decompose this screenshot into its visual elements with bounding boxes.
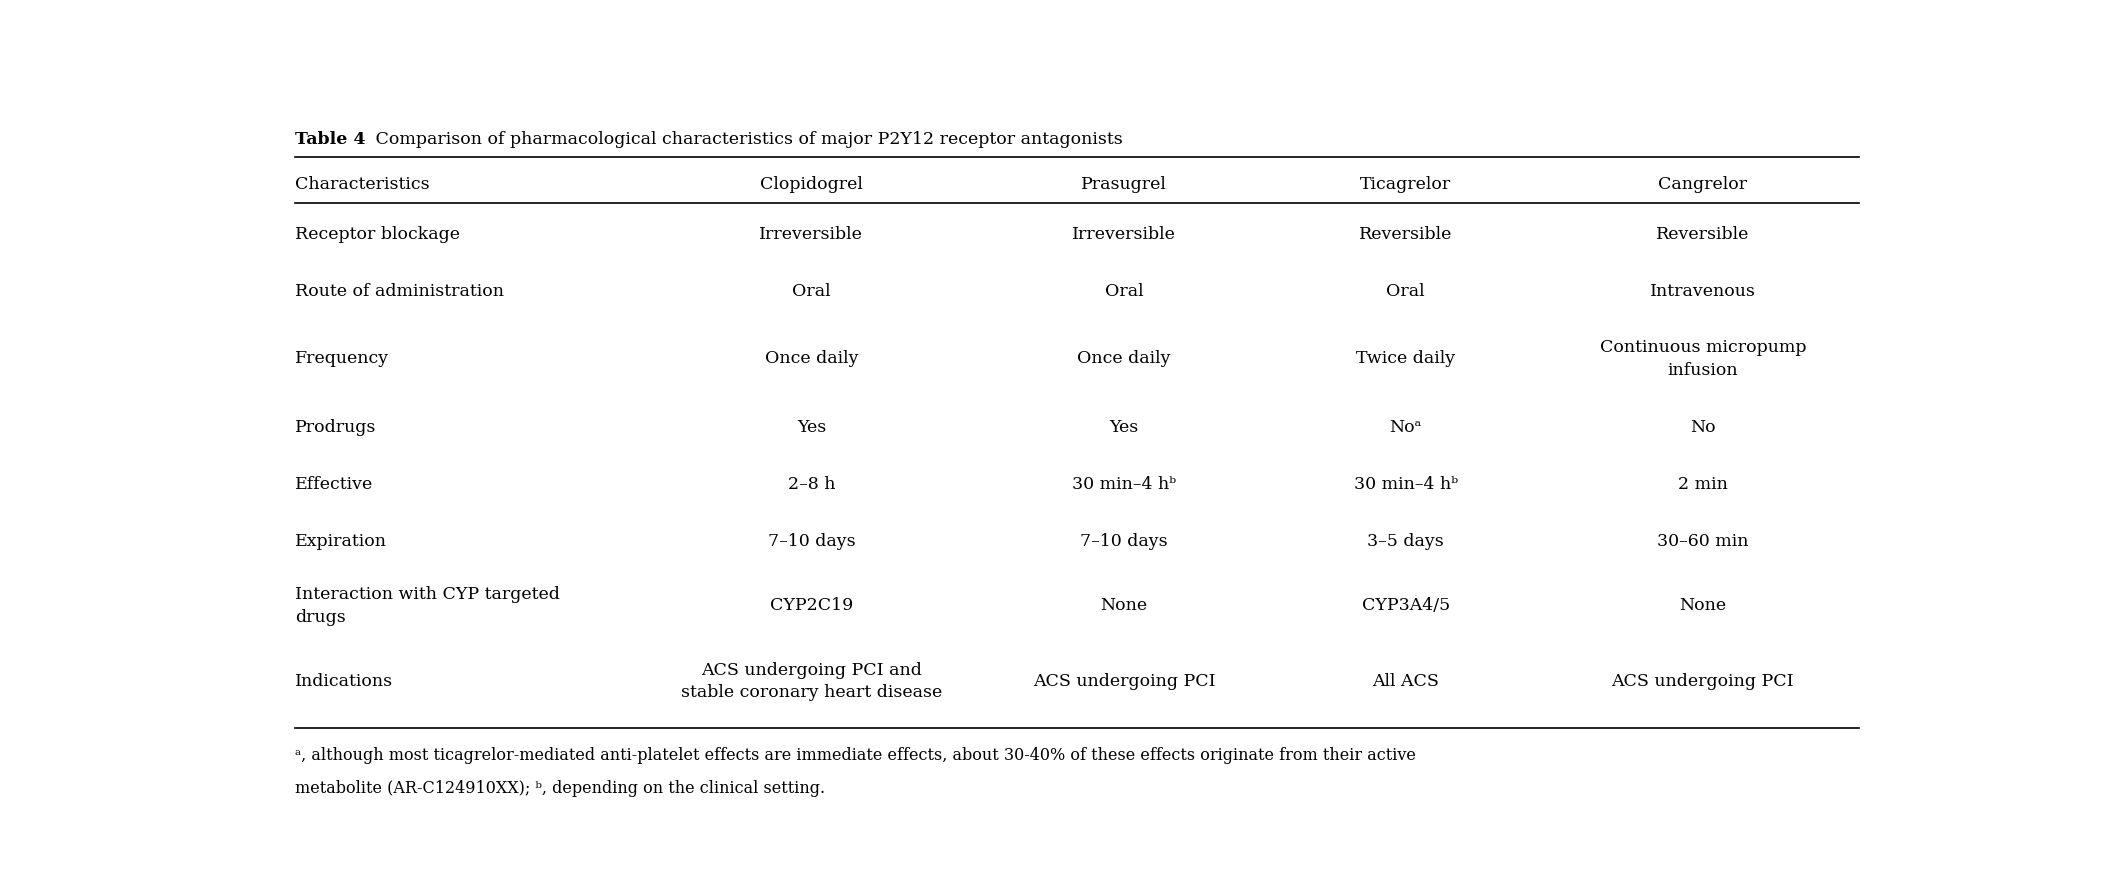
- Text: metabolite (AR-C124910XX); ᵇ, depending on the clinical setting.: metabolite (AR-C124910XX); ᵇ, depending …: [294, 780, 826, 797]
- Text: Route of administration: Route of administration: [294, 283, 504, 300]
- Text: Characteristics: Characteristics: [294, 176, 431, 193]
- Text: Irreversible: Irreversible: [1072, 226, 1177, 243]
- Text: ACS undergoing PCI: ACS undergoing PCI: [1612, 673, 1795, 690]
- Text: Oral: Oral: [1106, 283, 1143, 300]
- Text: None: None: [1679, 597, 1726, 614]
- Text: Twice daily: Twice daily: [1356, 350, 1455, 367]
- Text: 7–10 days: 7–10 days: [767, 533, 856, 550]
- Text: Indications: Indications: [294, 673, 393, 690]
- Text: 7–10 days: 7–10 days: [1080, 533, 1169, 550]
- Text: Cangrelor: Cangrelor: [1658, 176, 1747, 193]
- Text: 30 min–4 hᵇ: 30 min–4 hᵇ: [1072, 476, 1177, 493]
- Text: No: No: [1690, 419, 1715, 436]
- Text: Frequency: Frequency: [294, 350, 389, 367]
- Text: Prasugrel: Prasugrel: [1080, 176, 1167, 193]
- Text: Interaction with CYP targeted
drugs: Interaction with CYP targeted drugs: [294, 587, 561, 626]
- Text: Once daily: Once daily: [765, 350, 858, 367]
- Text: ACS undergoing PCI and
stable coronary heart disease: ACS undergoing PCI and stable coronary h…: [681, 662, 942, 701]
- Text: 30 min–4 hᵇ: 30 min–4 hᵇ: [1354, 476, 1459, 493]
- Text: ᵃ, although most ticagrelor-mediated anti-platelet effects are immediate effects: ᵃ, although most ticagrelor-mediated ant…: [294, 747, 1417, 764]
- Text: Once daily: Once daily: [1078, 350, 1171, 367]
- Text: Effective: Effective: [294, 476, 374, 493]
- Text: ACS undergoing PCI: ACS undergoing PCI: [1032, 673, 1215, 690]
- Text: Irreversible: Irreversible: [759, 226, 864, 243]
- Text: Intravenous: Intravenous: [1650, 283, 1755, 300]
- Text: All ACS: All ACS: [1373, 673, 1440, 690]
- Text: 2–8 h: 2–8 h: [788, 476, 834, 493]
- Text: Oral: Oral: [1387, 283, 1425, 300]
- Text: CYP3A4/5: CYP3A4/5: [1362, 597, 1450, 614]
- Text: 3–5 days: 3–5 days: [1366, 533, 1444, 550]
- Text: Comparison of pharmacological characteristics of major P2Y12 receptor antagonist: Comparison of pharmacological characteri…: [370, 131, 1122, 148]
- Text: Expiration: Expiration: [294, 533, 387, 550]
- Text: Yes: Yes: [1110, 419, 1139, 436]
- Text: Receptor blockage: Receptor blockage: [294, 226, 460, 243]
- Text: None: None: [1101, 597, 1148, 614]
- Text: Ticagrelor: Ticagrelor: [1360, 176, 1450, 193]
- Text: Reversible: Reversible: [1360, 226, 1452, 243]
- Text: Continuous micropump
infusion: Continuous micropump infusion: [1600, 339, 1806, 379]
- Text: Table 4: Table 4: [294, 131, 366, 148]
- Text: Noᵃ: Noᵃ: [1389, 419, 1421, 436]
- Text: Prodrugs: Prodrugs: [294, 419, 376, 436]
- Text: 2 min: 2 min: [1677, 476, 1728, 493]
- Text: Oral: Oral: [792, 283, 830, 300]
- Text: Yes: Yes: [797, 419, 826, 436]
- Text: 30–60 min: 30–60 min: [1656, 533, 1749, 550]
- Text: Clopidogrel: Clopidogrel: [761, 176, 862, 193]
- Text: Reversible: Reversible: [1656, 226, 1749, 243]
- Text: CYP2C19: CYP2C19: [769, 597, 853, 614]
